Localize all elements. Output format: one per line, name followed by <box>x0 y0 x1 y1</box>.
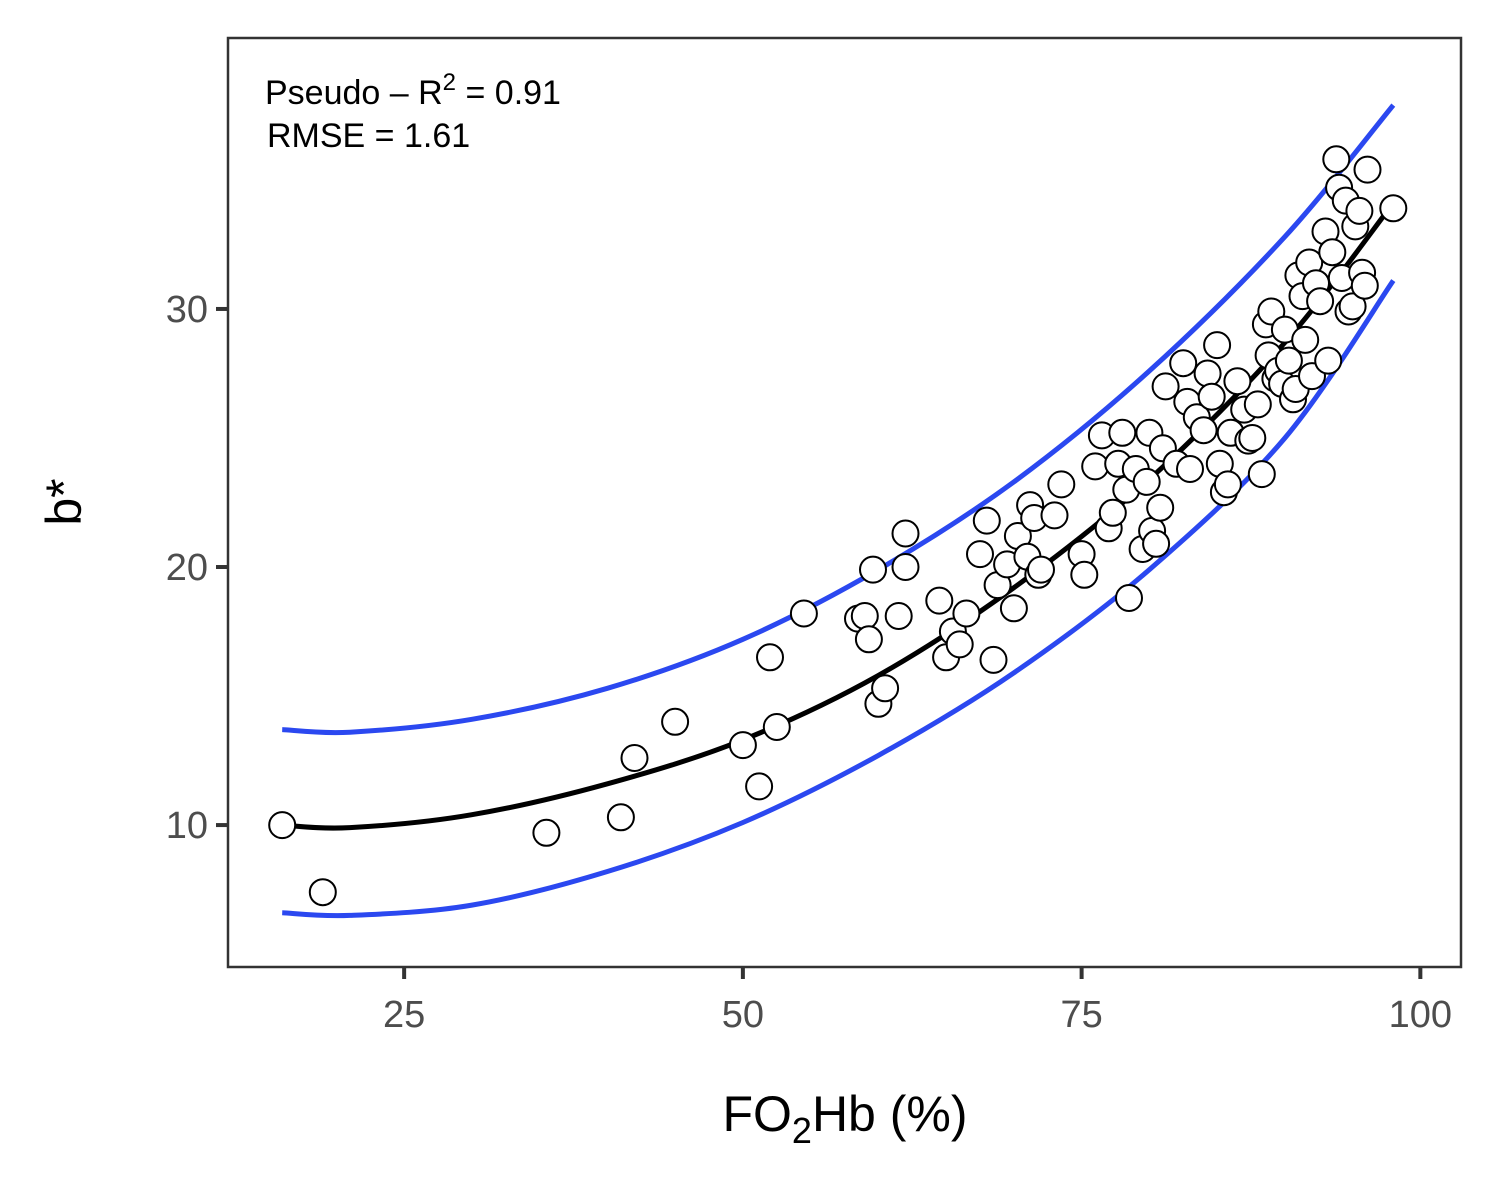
data-point <box>1306 287 1335 316</box>
data-point <box>1169 349 1198 378</box>
data-point <box>1203 331 1232 360</box>
r2-value: = 0.91 <box>456 74 561 112</box>
data-point <box>1189 416 1218 445</box>
x-axis-title: FO2Hb (%) <box>722 1086 967 1151</box>
data-point <box>756 643 784 672</box>
x-tick-label: 25 <box>383 994 425 1036</box>
y-tick-label: 30 <box>166 289 208 331</box>
data-point <box>999 594 1028 623</box>
x-axis-title-main: FO <box>722 1086 791 1142</box>
data-point <box>745 772 774 801</box>
data-point <box>532 818 561 847</box>
data-point <box>1047 470 1076 499</box>
data-point <box>1223 367 1252 396</box>
data-point <box>1238 424 1267 452</box>
x-axis-title-rest: Hb (%) <box>812 1086 968 1142</box>
x-tick-label: 75 <box>1060 994 1102 1036</box>
data-point <box>1115 584 1143 612</box>
r2-superscript: 2 <box>443 69 456 96</box>
data-point <box>1081 452 1110 481</box>
data-point <box>606 803 635 832</box>
data-point <box>1193 359 1222 388</box>
data-point <box>1108 418 1137 447</box>
data-point <box>789 599 818 628</box>
data-point <box>1379 194 1408 223</box>
data-point <box>728 731 757 760</box>
data-point <box>1132 467 1161 496</box>
data-point <box>1291 325 1320 354</box>
data-point <box>945 630 974 659</box>
x-tick-label: 50 <box>722 994 764 1036</box>
y-axis: 10 20 30 <box>166 289 228 847</box>
data-point <box>762 713 791 741</box>
data-point <box>952 599 981 628</box>
data-point <box>1146 493 1175 522</box>
data-point <box>850 602 879 630</box>
data-point <box>972 506 1001 535</box>
data-point <box>661 707 690 736</box>
r2-prefix: Pseudo – R <box>265 74 443 112</box>
data-point <box>1350 271 1379 300</box>
data-point <box>925 586 954 615</box>
data-point <box>854 625 883 654</box>
x-tick-label: 100 <box>1389 994 1452 1036</box>
data-point <box>1027 555 1055 584</box>
data-point <box>1247 460 1276 489</box>
data-point <box>268 811 297 840</box>
data-point <box>979 645 1008 674</box>
x-axis-title-subscript: 2 <box>792 1110 812 1151</box>
data-point <box>1098 498 1127 527</box>
data-point <box>891 519 920 548</box>
upper-bound-line <box>282 103 1396 736</box>
panel-border <box>226 36 1463 969</box>
r2-annotation: Pseudo – R2 = 0.91 <box>265 69 561 112</box>
data-point <box>1213 470 1242 499</box>
data-point <box>859 555 887 584</box>
data-point <box>1338 292 1367 321</box>
data-point <box>871 674 900 703</box>
data-point <box>1070 560 1099 589</box>
data-point <box>1197 382 1226 411</box>
data-point <box>1274 346 1303 375</box>
x-axis: 25 50 75 100 <box>383 967 1452 1036</box>
data-point <box>1353 155 1382 184</box>
data-point <box>1040 501 1069 530</box>
data-point <box>966 540 994 569</box>
data-point <box>1142 529 1171 558</box>
data-point <box>620 744 649 772</box>
data-point <box>884 602 913 630</box>
data-point <box>891 553 920 581</box>
data-point <box>308 878 337 907</box>
data-point <box>1314 346 1343 375</box>
y-tick-label: 10 <box>166 805 208 847</box>
points-layer <box>268 145 1408 907</box>
data-point <box>1318 238 1347 267</box>
y-axis-title: b* <box>36 478 92 525</box>
data-point <box>1151 372 1180 401</box>
data-point <box>1176 455 1204 483</box>
rmse-annotation: RMSE = 1.61 <box>267 117 470 155</box>
data-point <box>1345 196 1374 225</box>
y-tick-label: 20 <box>166 547 208 589</box>
data-point <box>1243 390 1272 419</box>
data-point <box>1322 145 1351 174</box>
plot-area <box>226 36 1463 969</box>
